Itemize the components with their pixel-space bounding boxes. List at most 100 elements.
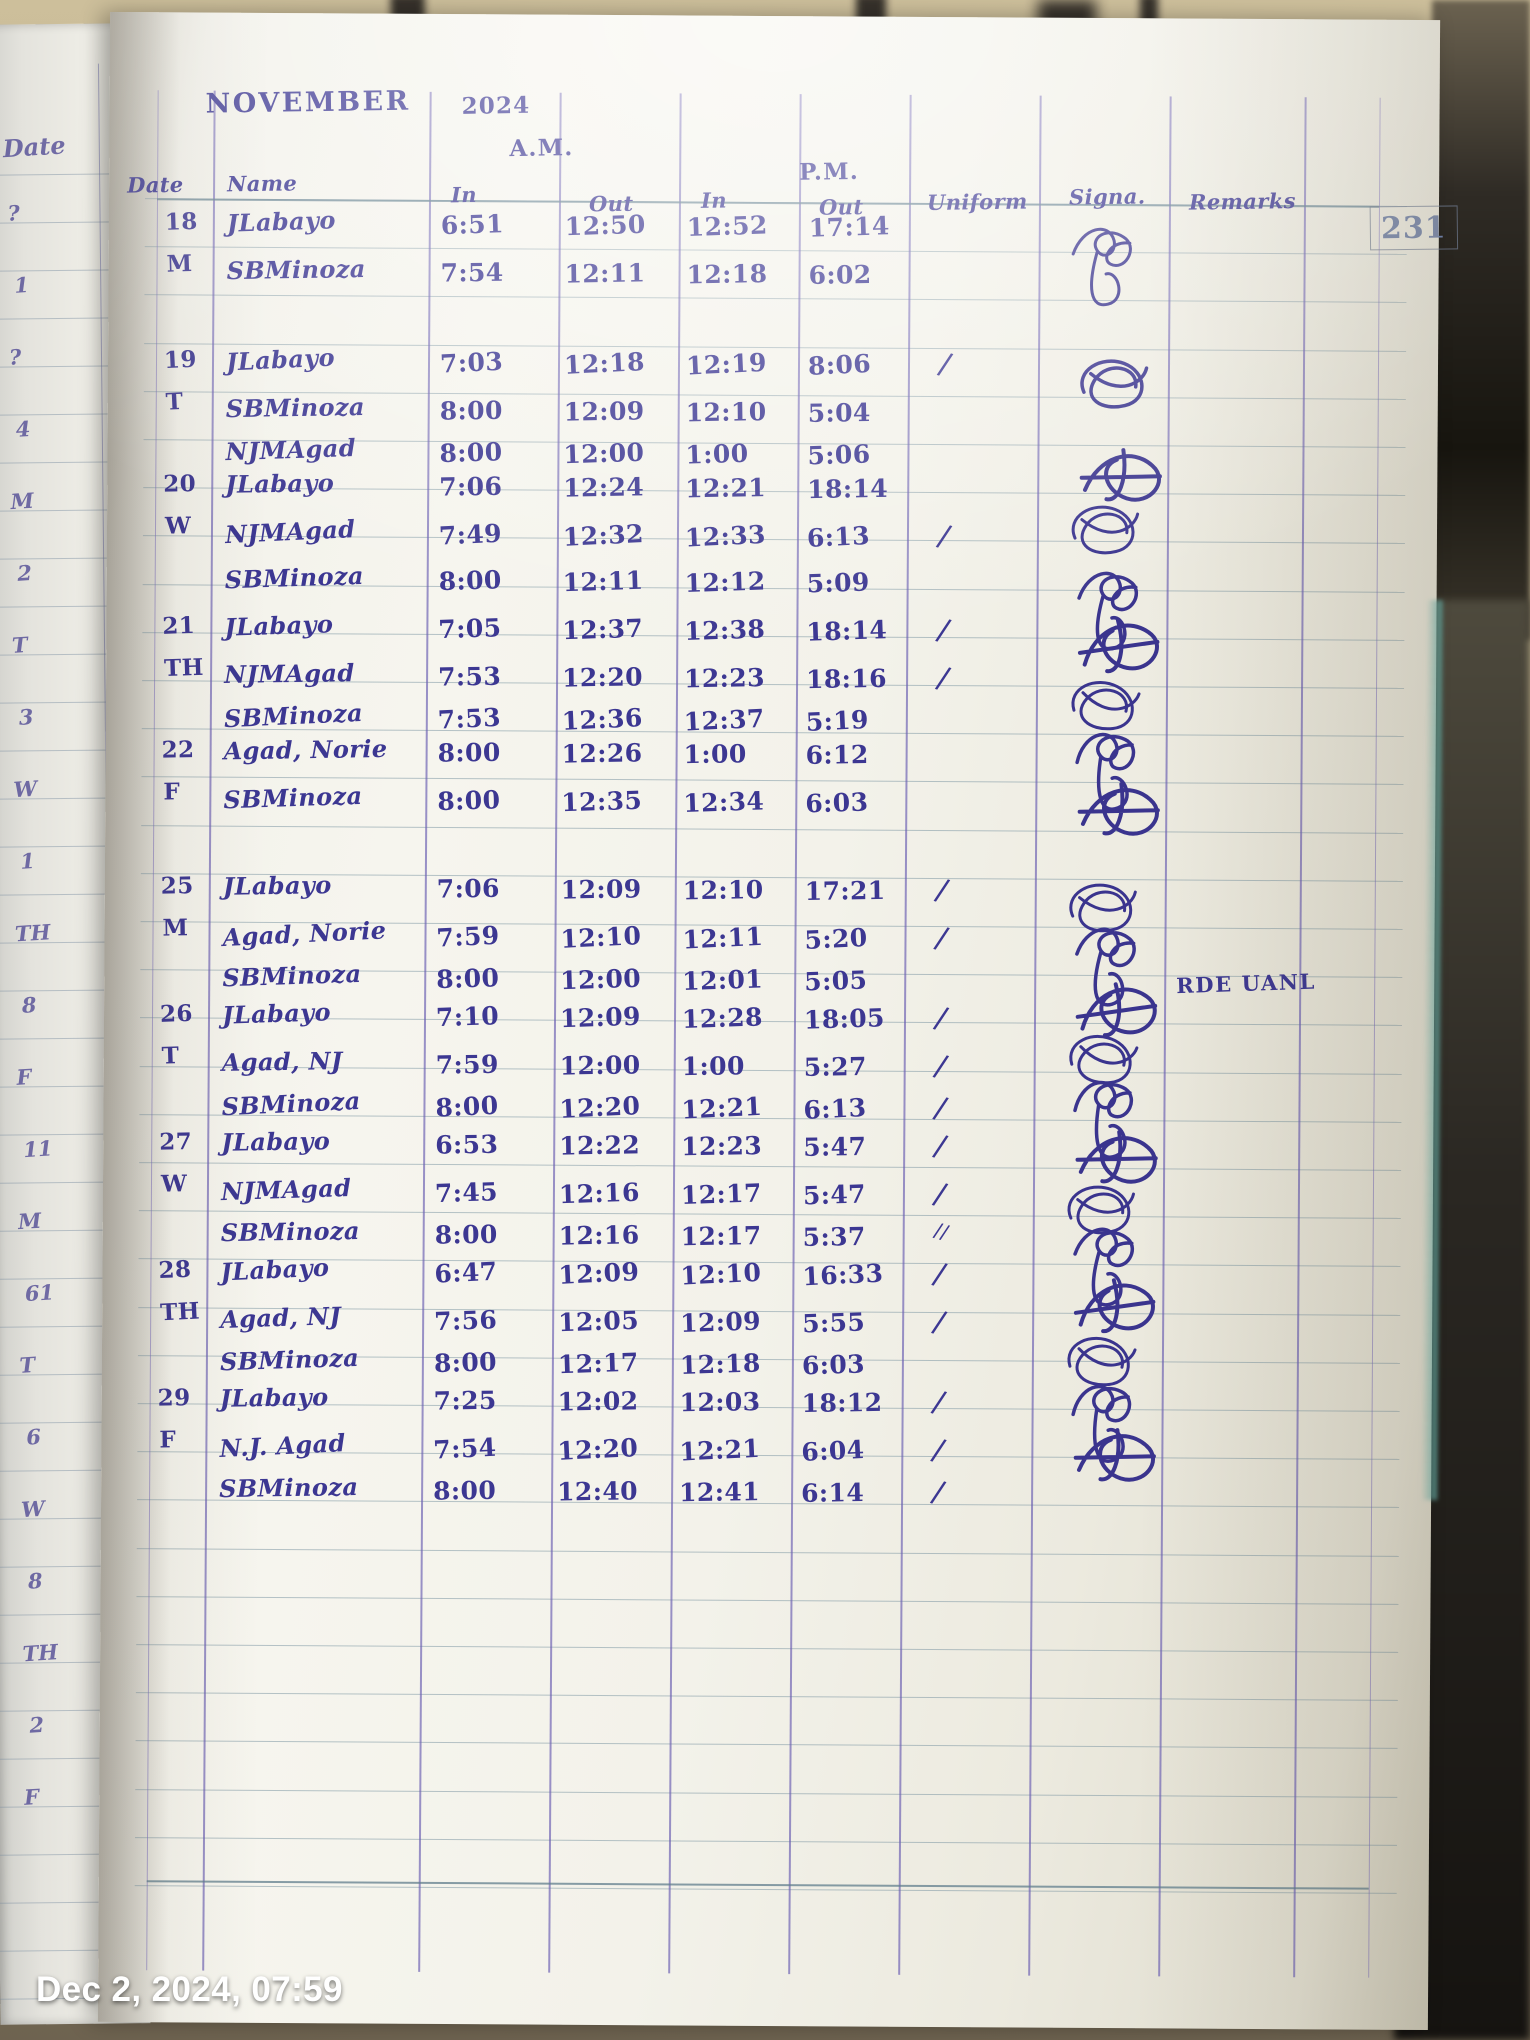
row-name: SBMinoza [219, 1342, 360, 1377]
row-am-in: 7:06 [436, 873, 501, 904]
row-weekday: F [163, 778, 181, 806]
ruled-line [136, 1595, 1399, 1605]
row-pm-out: 18:16 [805, 663, 888, 695]
row-am-in: 8:00 [434, 1219, 498, 1250]
ruled-line [135, 1788, 1398, 1798]
row-name: Agad, NJ [219, 1301, 342, 1334]
row-name: JLabayo [221, 1126, 331, 1157]
row-am-in: 6:51 [440, 209, 505, 241]
row-name: JLabayo [219, 1382, 329, 1413]
row-am-out: 12:00 [563, 437, 645, 470]
row-am-in: 7:59 [435, 1049, 499, 1080]
row-name: SBMinoza [225, 392, 366, 424]
row-am-in: 7:54 [440, 257, 504, 288]
row-name: JLabayo [219, 1252, 330, 1287]
row-date: 20 [163, 470, 197, 498]
row-date: 27 [159, 1128, 193, 1156]
facing-page-mark: 8 [21, 991, 38, 1018]
column-header-name: Name [226, 170, 298, 197]
row-am-out: 12:10 [559, 921, 642, 954]
row-pm-in: 12:01 [681, 964, 764, 997]
row-am-in: 8:00 [438, 565, 503, 597]
row-pm-in: 12:41 [678, 1477, 761, 1508]
column-separator [146, 90, 159, 1971]
row-am-in: 6:47 [433, 1256, 499, 1289]
row-am-in: 8:00 [435, 963, 500, 995]
row-am-out: 12:36 [561, 703, 644, 736]
row-weekday: TH [163, 653, 205, 683]
row-pm-in: 12:23 [681, 1131, 763, 1162]
row-pm-in: 12:09 [679, 1306, 762, 1339]
row-pm-out: 18:14 [807, 473, 889, 505]
column-separator [1368, 97, 1381, 1978]
column-separator [668, 93, 682, 1974]
facing-page-mark: W [12, 775, 38, 803]
row-pm-out: 6:03 [804, 787, 869, 819]
facing-page-mark: 8 [27, 1567, 44, 1594]
row-pm-out: 6:02 [808, 259, 872, 290]
row-pm-out: 5:55 [801, 1307, 866, 1339]
row-am-out: 12:37 [561, 613, 644, 646]
row-am-in: 8:00 [437, 737, 501, 768]
column-header-uniform: Uniform [926, 188, 1028, 216]
row-date: 29 [157, 1384, 191, 1412]
row-pm-out: 5:04 [807, 397, 871, 428]
column-separator [202, 90, 216, 1971]
row-weekday: M [162, 914, 189, 942]
facing-page-mark: M [17, 1207, 43, 1235]
column-header-signature: Signa. [1068, 183, 1146, 210]
facing-page-header: Date [1, 130, 67, 164]
row-name: JLabayo [222, 870, 332, 901]
row-pm-in: 12:11 [681, 921, 764, 955]
row-am-in: 7:56 [433, 1305, 498, 1337]
row-am-out: 12:26 [561, 738, 643, 769]
row-am-out: 12:32 [562, 519, 645, 552]
row-am-in: 7:49 [438, 518, 503, 551]
facing-page-mark: 4 [14, 415, 32, 442]
ruled-line [134, 1836, 1397, 1846]
pm-group-label: P.M. [798, 157, 860, 186]
column-separator [1293, 97, 1307, 1978]
row-name: JLabayo [221, 997, 332, 1030]
row-pm-in: 12:52 [686, 210, 769, 243]
row-name: Agad, NJ [221, 1046, 343, 1077]
column-separator [418, 91, 432, 1972]
column-header-pm-in: In [700, 187, 728, 213]
row-am-out: 12:18 [563, 347, 646, 380]
ruled-line [136, 1547, 1399, 1557]
row-pm-out: 6:04 [800, 1434, 866, 1467]
row-am-out: 12:24 [563, 472, 645, 503]
facing-page-mark: 3 [18, 703, 35, 730]
row-pm-out: 6:12 [805, 739, 869, 770]
row-am-out: 12:20 [561, 662, 644, 693]
row-date: 21 [161, 611, 196, 640]
ruled-line [135, 1692, 1398, 1702]
row-weekday: T [161, 1042, 180, 1070]
row-am-out: 12:16 [558, 1177, 641, 1210]
row-am-out: 12:20 [556, 1433, 639, 1466]
row-date: 26 [159, 999, 194, 1028]
row-am-out: 12:22 [559, 1130, 641, 1161]
row-pm-out: 8:06 [807, 348, 872, 381]
row-am-out: 12:40 [556, 1476, 639, 1507]
facing-page-mark: F [15, 1063, 33, 1090]
year-heading: 2024 [461, 91, 531, 120]
column-separator [788, 94, 802, 1975]
row-pm-in: 12:19 [685, 347, 768, 381]
row-pm-in: 12:10 [682, 875, 764, 906]
row-am-out: 12:09 [557, 1257, 640, 1290]
row-pm-in: 12:21 [685, 473, 767, 504]
column-separator [1158, 96, 1172, 1977]
row-weekday: T [165, 387, 184, 416]
column-separator [898, 94, 912, 1975]
ruled-line [139, 1162, 1402, 1171]
facing-page-mark: T [11, 631, 29, 658]
row-pm-in: 1:00 [683, 739, 747, 770]
ruled-line [141, 824, 1404, 834]
row-am-in: 8:00 [433, 1347, 498, 1379]
facing-page-mark: W [20, 1495, 46, 1523]
row-am-out: 12:50 [564, 209, 647, 242]
photo-timestamp-watermark: Dec 2, 2024, 07:59 [36, 1970, 343, 2009]
row-am-out: 12:35 [560, 785, 643, 818]
row-pm-in: 12:23 [683, 663, 766, 694]
